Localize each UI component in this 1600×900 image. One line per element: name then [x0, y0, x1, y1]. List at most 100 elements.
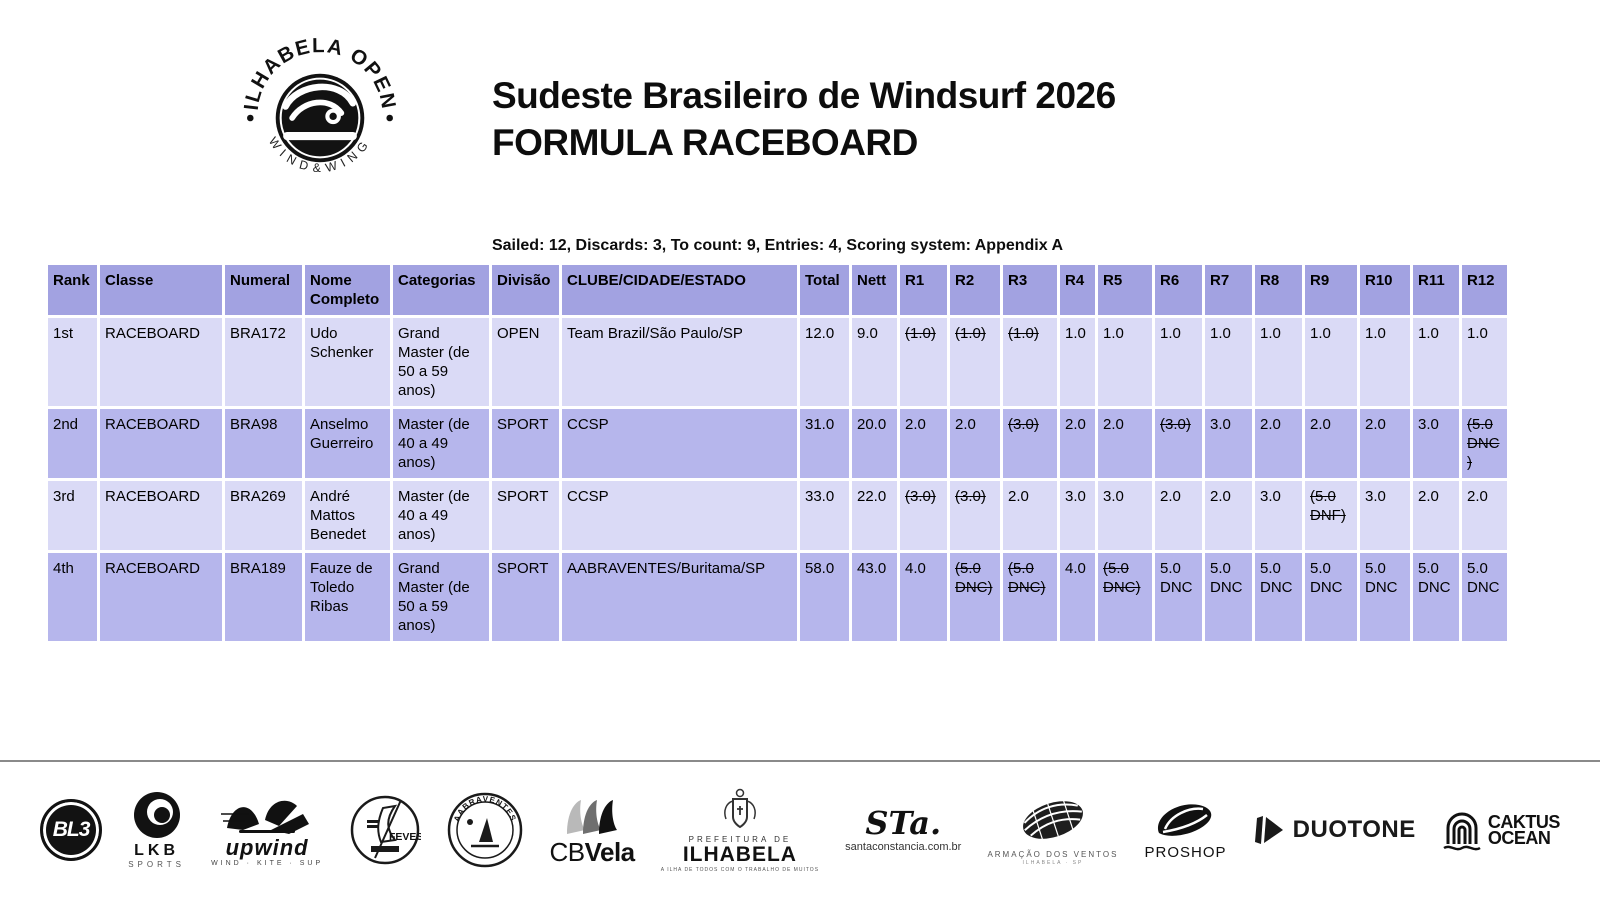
column-header-r3: R3 [1003, 265, 1057, 315]
event-header: ILHABELA OPEN WIND&WING Sudeste Brasilei… [238, 36, 1116, 200]
cell-race-r7: 3.0 [1205, 409, 1252, 478]
cell-clube: CCSP [562, 409, 797, 478]
lkb-sub-label: SPORTS [128, 860, 185, 869]
fevesp-label: FEVESP [389, 831, 421, 843]
cell-race-r11: 2.0 [1413, 481, 1459, 550]
column-header-r4: R4 [1060, 265, 1095, 315]
sponsor-upwind: upwind WIND · KITE · SUP [211, 794, 323, 867]
armacao-basket-icon [1022, 799, 1083, 841]
cell-race-r4: 2.0 [1060, 409, 1095, 478]
cell-race-r1: 2.0 [900, 409, 947, 478]
cell-categorias: Grand Master (de 50 a 59 anos) [393, 318, 489, 406]
upwind-label: upwind [225, 834, 309, 860]
santaconstancia-signature: STa. [865, 803, 942, 842]
upwind-sub-label: WIND · KITE · SUP [211, 859, 324, 867]
cell-race-r5: 2.0 [1098, 409, 1152, 478]
column-header-nett: Nett [852, 265, 897, 315]
cell-divisao: SPORT [492, 409, 559, 478]
sponsor-strip: BL3 LKB SPORTS upwind WIND · KITE · SUP [0, 764, 1600, 896]
cell-nome: Udo Schenker [305, 318, 390, 406]
cell-race-r11: 5.0 DNC [1413, 553, 1459, 641]
cell-race-r1: (3.0) [900, 481, 947, 550]
cell-race-r12: 2.0 [1462, 481, 1507, 550]
prefeitura-tagline: A ILHA DE TODOS COM O TRABALHO DE MUITOS [660, 867, 820, 873]
column-header-clube-cidade-estado: CLUBE/CIDADE/ESTADO [562, 265, 797, 315]
cell-numeral: BRA98 [225, 409, 302, 478]
cell-race-r5: (5.0 DNC) [1098, 553, 1152, 641]
upwind-sails-icon [221, 800, 310, 834]
cell-race-r6: 1.0 [1155, 318, 1202, 406]
table-row: 4th RACEBOARD BRA189 Fauze de Toledo Ribas G… [48, 553, 1507, 641]
sponsor-bl3: BL3 [40, 799, 103, 861]
table-row: 3rd RACEBOARD BRA269 André Mattos Benedet Ma… [48, 481, 1507, 550]
cell-race-r4: 4.0 [1060, 553, 1095, 641]
proshop-label: PROSHOP [1144, 844, 1227, 861]
cell-race-r6: 2.0 [1155, 481, 1202, 550]
table-row: 2nd RACEBOARD BRA98 Anselmo Guerreiro Master… [48, 409, 1507, 478]
title-line-2: FORMULA RACEBOARD [492, 122, 918, 163]
column-header-r6: R6 [1155, 265, 1202, 315]
fevesp-logo-icon: FEVESP [351, 795, 421, 865]
cell-nett: 20.0 [852, 409, 897, 478]
cell-classe: RACEBOARD [100, 318, 222, 406]
cbvela-vela: Vela [584, 837, 636, 867]
cell-classe: RACEBOARD [100, 409, 222, 478]
caktus-line-1: CAKTUS [1487, 812, 1561, 832]
results-table: Rank Classe Numeral Nome Completo Categorias… [45, 262, 1510, 644]
cell-race-r11: 3.0 [1413, 409, 1459, 478]
ilhabela-crest-icon [724, 788, 756, 829]
duotone-label: DUOTONE [1292, 816, 1416, 843]
column-header-r8: R8 [1255, 265, 1302, 315]
sponsor-proshop: PROSHOP [1145, 799, 1227, 861]
cell-total: 33.0 [800, 481, 849, 550]
page-title: Sudeste Brasileiro de Windsurf 2026 FORM… [492, 36, 1116, 166]
column-header-nome-completo: Nome Completo [305, 265, 390, 315]
cell-total: 31.0 [800, 409, 849, 478]
cell-categorias: Grand Master (de 50 a 59 anos) [393, 553, 489, 641]
lkb-label: LKB [134, 842, 180, 859]
prefeitura-name-label: ILHABELA [682, 843, 797, 866]
series-summary: Sailed: 12, Discards: 3, To count: 9, En… [491, 237, 1064, 254]
sponsor-cbvela: CBVela [549, 796, 636, 867]
table-header-row: Rank Classe Numeral Nome Completo Categorias… [48, 265, 1507, 315]
sponsor-prefeitura-ilhabela: PREFEITURA DE ILHABELA A ILHA DE TODOS C… [661, 787, 819, 873]
cell-race-r8: 5.0 DNC [1255, 553, 1302, 641]
table-row: 1st RACEBOARD BRA172 Udo Schenker Grand Mast… [48, 318, 1507, 406]
cell-race-r3: (5.0 DNC) [1003, 553, 1057, 641]
column-header-r11: R11 [1413, 265, 1459, 315]
cbvela-sails-icon [567, 800, 618, 834]
column-header-r10: R10 [1360, 265, 1410, 315]
cell-total: 12.0 [800, 318, 849, 406]
cell-race-r8: 1.0 [1255, 318, 1302, 406]
cell-categorias: Master (de 40 a 49 anos) [393, 481, 489, 550]
cell-race-r9: 5.0 DNC [1305, 553, 1357, 641]
sponsor-armacao-dos-ventos: ARMAÇÃO DOS VENTOS ILHABELA · SP [987, 794, 1118, 866]
cell-rank: 4th [48, 553, 97, 641]
cell-race-r12: 1.0 [1462, 318, 1507, 406]
cell-total: 58.0 [800, 553, 849, 641]
cell-race-r1: 4.0 [900, 553, 947, 641]
cell-race-r7: 5.0 DNC [1205, 553, 1252, 641]
cell-race-r2: (5.0 DNC) [950, 553, 1000, 641]
armacao-label: ARMAÇÃO DOS VENTOS [987, 850, 1119, 859]
caktus-label: CAKTUS OCEAN [1487, 812, 1561, 847]
cell-clube: Team Brazil/São Paulo/SP [562, 318, 797, 406]
column-header-r1: R1 [900, 265, 947, 315]
sponsor-santaconstancia: STa. santaconstancia.com.br [845, 803, 961, 853]
cell-race-r9: (5.0 DNF) [1305, 481, 1357, 550]
title-line-1: Sudeste Brasileiro de Windsurf 2026 [492, 75, 1116, 116]
cell-race-r7: 1.0 [1205, 318, 1252, 406]
cell-classe: RACEBOARD [100, 481, 222, 550]
cell-race-r10: 5.0 DNC [1360, 553, 1410, 641]
cell-nett: 22.0 [852, 481, 897, 550]
cell-race-r4: 3.0 [1060, 481, 1095, 550]
cell-race-r6: (3.0) [1155, 409, 1202, 478]
sponsor-caktus-ocean: CAKTUS OCEAN [1442, 806, 1560, 854]
svg-text:AABRAVENTES: AABRAVENTES [452, 795, 518, 823]
cell-race-r10: 2.0 [1360, 409, 1410, 478]
cell-race-r7: 2.0 [1205, 481, 1252, 550]
cell-rank: 3rd [48, 481, 97, 550]
cell-race-r3: (1.0) [1003, 318, 1057, 406]
column-header-r5: R5 [1098, 265, 1152, 315]
